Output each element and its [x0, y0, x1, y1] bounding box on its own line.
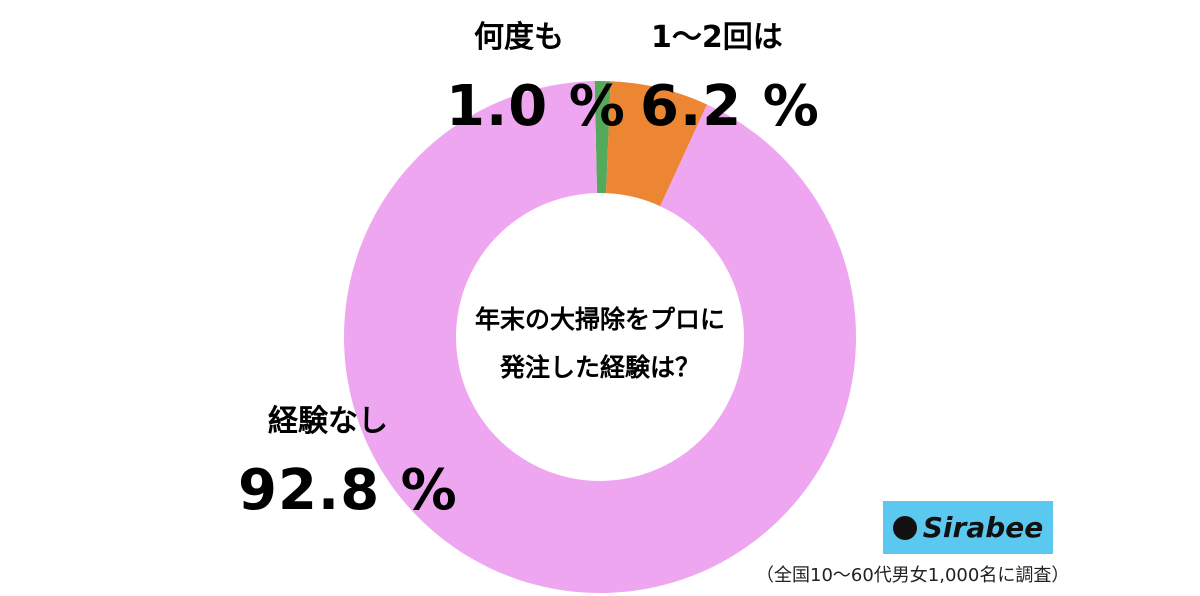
- value-slice-1: 6.2 %: [640, 74, 820, 139]
- value-slice-0: 1.0 %: [446, 74, 626, 139]
- donut-slice-2: [344, 81, 856, 594]
- survey-note: （全国10〜60代男女1,000名に調査）: [756, 565, 1070, 586]
- logo-text: Sirabee: [922, 511, 1044, 544]
- label-slice-0: 何度も: [474, 20, 564, 55]
- chart-title-line1: 年末の大掃除をプロに: [474, 305, 725, 334]
- donut-slice-1: [606, 81, 708, 207]
- chart-title-line2: 発注した経験は？: [499, 353, 700, 382]
- donut-slice-0: [594, 81, 611, 194]
- value-slice-2: 92.8 %: [238, 458, 458, 523]
- label-slice-1: 1〜2回は: [651, 20, 783, 55]
- label-slice-2: 経験なし: [268, 404, 388, 439]
- sirabee-logo: Sirabee: [883, 501, 1053, 554]
- logo-icon: [892, 515, 917, 540]
